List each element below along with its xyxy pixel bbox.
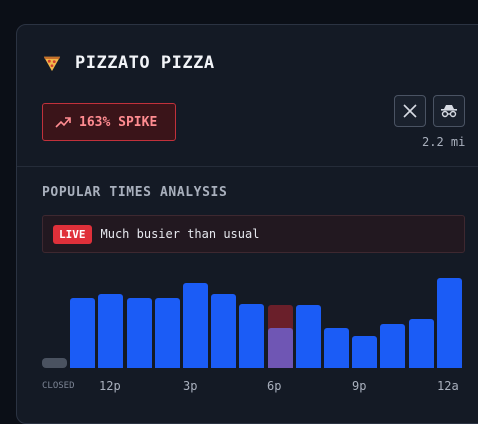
bar-hour bbox=[409, 319, 434, 368]
tick-label-12a: 12a bbox=[437, 379, 459, 393]
spike-label: 163% SPIKE bbox=[79, 114, 158, 130]
bar-hour bbox=[380, 324, 405, 368]
live-badge: LIVE bbox=[53, 224, 92, 244]
popular-times-chart bbox=[42, 263, 467, 368]
bar-hour bbox=[211, 294, 236, 368]
x-logo-icon bbox=[403, 104, 417, 118]
bar-closed bbox=[42, 358, 67, 368]
bar-hour bbox=[324, 328, 349, 368]
bar-hour bbox=[437, 278, 462, 368]
incognito-icon bbox=[441, 105, 457, 118]
bar-hour bbox=[70, 298, 95, 368]
bar-hour bbox=[127, 298, 152, 368]
tick-label-closed: CLOSED bbox=[42, 381, 75, 391]
bar-hour bbox=[183, 283, 208, 368]
tick-label-3p: 3p bbox=[183, 379, 198, 393]
venue-header: PIZZATO PIZZA bbox=[43, 53, 215, 73]
share-x-button[interactable] bbox=[394, 95, 426, 127]
bar-hour bbox=[98, 294, 123, 368]
section-title: POPULAR TIMES ANALYSIS bbox=[42, 185, 228, 200]
tick-label-9p: 9p bbox=[352, 379, 367, 393]
spike-badge: 163% SPIKE bbox=[42, 103, 176, 141]
pizza-icon bbox=[43, 56, 61, 72]
tick-label-6p: 6p bbox=[267, 379, 282, 393]
tick-label-12p: 12p bbox=[99, 379, 121, 393]
live-status-text: Much busier than usual bbox=[100, 227, 260, 241]
venue-card: PIZZATO PIZZA 163% SPIKE 2.2 mi POPULAR … bbox=[16, 24, 478, 424]
bar-current-live bbox=[268, 328, 293, 368]
bar-hour bbox=[352, 336, 377, 368]
incognito-button[interactable] bbox=[433, 95, 465, 127]
distance-label: 2.2 mi bbox=[422, 135, 466, 149]
venue-name: PIZZATO PIZZA bbox=[75, 53, 215, 73]
divider bbox=[17, 166, 478, 167]
trending-up-icon bbox=[55, 117, 71, 128]
bar-hour bbox=[296, 305, 321, 368]
live-status: LIVE Much busier than usual bbox=[42, 215, 465, 253]
bar-hour bbox=[239, 304, 264, 368]
bar-hour bbox=[155, 298, 180, 368]
